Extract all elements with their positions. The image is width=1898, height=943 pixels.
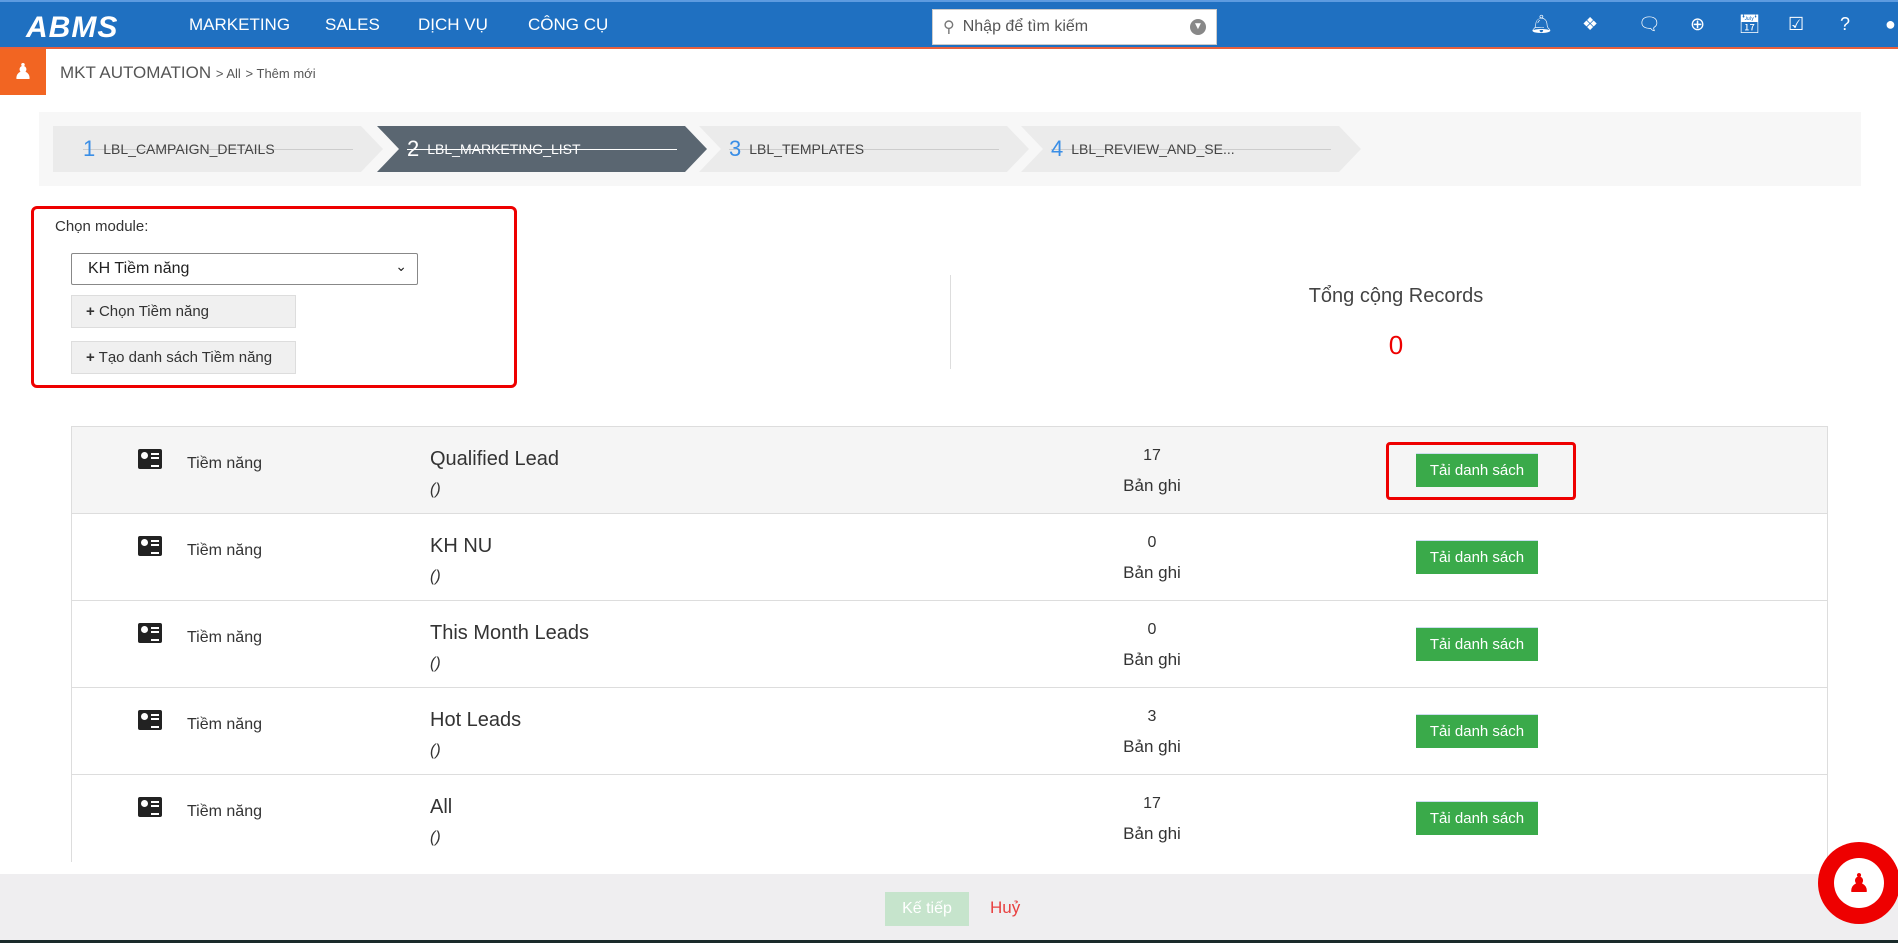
contact-card-icon	[138, 623, 162, 643]
cancel-button[interactable]: Huỷ	[990, 898, 1021, 917]
load-list-button[interactable]: Tải danh sách	[1416, 453, 1538, 487]
row-module: Tiềm năng	[187, 803, 262, 820]
chat-widget-button[interactable]: ♟	[1818, 842, 1898, 924]
load-list-button[interactable]: Tải danh sách	[1416, 627, 1538, 661]
divider	[950, 275, 951, 369]
users-icon: ♟	[0, 49, 46, 95]
row-list-sub: ()	[430, 568, 441, 585]
row-count: 17	[1143, 447, 1161, 464]
row-unit: Bản ghi	[1123, 650, 1181, 669]
marketing-list-table: Tiềm năng Qualified Lead () 17 Bản ghi T…	[71, 426, 1828, 862]
choose-leads-button[interactable]: + Chọn Tiềm năng	[71, 295, 296, 328]
row-unit: Bản ghi	[1123, 476, 1181, 495]
search-input[interactable]: ⚲ Nhập để tìm kiếm ▼	[932, 9, 1217, 45]
row-list-name: All	[430, 796, 453, 818]
checkbox-icon[interactable]: ☑	[1788, 14, 1805, 34]
total-records-label: Tổng cộng Records	[1308, 285, 1484, 307]
user-icon[interactable]: ●	[1885, 14, 1896, 34]
row-count: 0	[1147, 534, 1157, 551]
module-select[interactable]: KH Tiềm năng ⌄	[71, 253, 418, 285]
table-row: Tiềm năng This Month Leads () 0 Bản ghi …	[72, 600, 1827, 687]
top-navbar: ABMS MARKETING SALES DỊCH VỤ CÔNG CỤ ⚲ N…	[0, 0, 1898, 49]
plus-circle-icon[interactable]: ⊕	[1690, 14, 1706, 34]
load-list-button[interactable]: Tải danh sách	[1416, 714, 1538, 748]
bell-icon[interactable]: 🔔︎	[1530, 14, 1553, 34]
total-records-value: 0	[1388, 330, 1404, 360]
chevron-down-icon[interactable]: ▼	[1190, 19, 1206, 35]
logo[interactable]: ABMS	[26, 11, 119, 44]
next-button[interactable]: Kế tiếp	[885, 892, 969, 926]
search-icon: ⚲	[943, 19, 955, 36]
table-row: Tiềm năng Hot Leads () 3 Bản ghi Tải dan…	[72, 687, 1827, 774]
menu-tools[interactable]: CÔNG CỤ	[528, 15, 609, 34]
calendar-icon[interactable]: 📅︎	[1738, 14, 1761, 34]
step-campaign-details[interactable]: 1 LBL_CAMPAIGN_DETAILS	[53, 126, 383, 172]
comments-icon[interactable]: 🗨︎	[1638, 14, 1661, 34]
module-highlight-box	[31, 206, 517, 388]
contact-card-icon	[138, 449, 162, 469]
load-list-button[interactable]: Tải danh sách	[1416, 801, 1538, 835]
step-marketing-list[interactable]: 2 LBL_MARKETING_LIST	[377, 126, 707, 172]
chevron-down-icon: ⌄	[395, 258, 407, 274]
cubes-icon[interactable]: ❖	[1582, 14, 1599, 34]
row-unit: Bản ghi	[1123, 737, 1181, 756]
contact-card-icon	[138, 536, 162, 556]
row-list-name: Hot Leads	[430, 709, 522, 731]
table-row: Tiềm năng Qualified Lead () 17 Bản ghi T…	[72, 426, 1827, 513]
row-unit: Bản ghi	[1123, 824, 1181, 843]
row-list-sub: ()	[430, 742, 441, 759]
row-list-name: Qualified Lead	[430, 448, 559, 470]
table-row: Tiềm năng KH NU () 0 Bản ghi Tải danh sá…	[72, 513, 1827, 600]
search-placeholder: Nhập để tìm kiếm	[962, 18, 1089, 35]
menu-marketing[interactable]: MARKETING	[189, 15, 291, 34]
row-list-sub: ()	[430, 829, 441, 846]
breadcrumb-current: Thêm mới	[256, 66, 316, 81]
menu-services[interactable]: DỊCH VỤ	[418, 15, 488, 34]
create-lead-list-button[interactable]: + Tạo danh sách Tiềm năng	[71, 341, 296, 374]
row-unit: Bản ghi	[1123, 563, 1181, 582]
contact-card-icon	[138, 797, 162, 817]
table-row: Tiềm năng All () 17 Bản ghi Tải danh sác…	[72, 774, 1827, 861]
row-count: 3	[1147, 708, 1157, 725]
step-templates[interactable]: 3 LBL_TEMPLATES	[699, 126, 1029, 172]
row-module: Tiềm năng	[187, 716, 262, 733]
row-module: Tiềm năng	[187, 542, 262, 559]
row-module: Tiềm năng	[187, 455, 262, 472]
module-label: Chọn module:	[55, 218, 149, 235]
breadcrumb-all[interactable]: All	[226, 66, 241, 81]
user-icon: ♟	[1834, 858, 1884, 908]
row-list-name: This Month Leads	[430, 622, 589, 644]
step-review-and-send[interactable]: 4 LBL_REVIEW_AND_SE...	[1021, 126, 1361, 172]
menu-sales[interactable]: SALES	[325, 15, 380, 34]
row-list-sub: ()	[430, 655, 441, 672]
breadcrumb: MKT AUTOMATION > All > Thêm mới	[60, 63, 316, 82]
wizard-steps: 1 LBL_CAMPAIGN_DETAILS 2 LBL_MARKETING_LIS…	[39, 112, 1861, 186]
load-button-highlight	[1386, 442, 1576, 500]
help-icon[interactable]: ?	[1840, 14, 1851, 34]
load-list-button[interactable]: Tải danh sách	[1416, 540, 1538, 574]
breadcrumb-module[interactable]: MKT AUTOMATION	[60, 63, 212, 82]
contact-card-icon	[138, 710, 162, 730]
row-module: Tiềm năng	[187, 629, 262, 646]
row-count: 17	[1143, 795, 1161, 812]
row-list-name: KH NU	[430, 535, 493, 557]
row-list-sub: ()	[430, 481, 441, 498]
row-count: 0	[1147, 621, 1157, 638]
